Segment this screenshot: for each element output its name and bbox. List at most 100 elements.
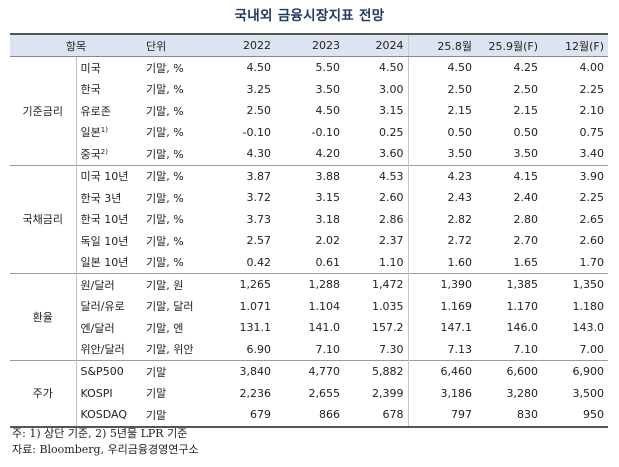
item-text: 미국 10년 bbox=[80, 170, 129, 184]
value-cell: 146.0 bbox=[506, 321, 539, 335]
footnote-note: 주: 1) 상단 기준, 2) 5년물 LPR 기준 bbox=[12, 427, 188, 440]
header-col-2024: 2024 bbox=[344, 33, 408, 57]
item-label: 원/달러 bbox=[76, 273, 142, 296]
value-cell: 2.43 bbox=[407, 187, 476, 209]
value-cell: 2,399 bbox=[372, 386, 404, 400]
value-cell: 157.2 bbox=[372, 321, 404, 335]
value-cell: 3.90 bbox=[542, 164, 608, 187]
unit-label: 기말, % bbox=[146, 213, 184, 227]
value-cell: 3.00 bbox=[379, 82, 404, 96]
value-cell: 0.50 bbox=[407, 121, 476, 143]
value-cell: 1,288 bbox=[275, 273, 344, 296]
value-cell: 1.104 bbox=[308, 299, 341, 313]
table-row: 중국2) 기말, % 4.30 4.20 3.60 3.50 3.50 3.40 bbox=[10, 143, 608, 165]
value-cell: 4.50 bbox=[246, 61, 272, 75]
value-cell: 1.65 bbox=[513, 255, 539, 269]
value-cell: 1,265 bbox=[212, 273, 275, 296]
unit-label: 기말, % bbox=[146, 191, 184, 205]
value-cell: 2,655 bbox=[308, 386, 341, 400]
item-text: KOSPI bbox=[80, 386, 113, 400]
item-text: KOSDAQ bbox=[80, 408, 128, 422]
value-cell: 0.42 bbox=[246, 255, 272, 269]
item-label: S&P500 bbox=[76, 360, 142, 383]
footnote-marker: 1) bbox=[100, 126, 108, 135]
item-text: 원/달러 bbox=[80, 278, 115, 292]
header-col-25-9f: 25.9월(F) bbox=[476, 33, 542, 57]
table-row: 국채금리 미국 10년 기말, % 3.87 3.88 4.53 4.23 4.15 3.90 bbox=[10, 164, 608, 274]
value-cell: 866 bbox=[275, 404, 344, 428]
value-cell: 4.20 bbox=[315, 147, 341, 161]
value-cell: 1,390 bbox=[407, 273, 476, 296]
item-text: 한국 bbox=[80, 83, 101, 97]
value-cell: 3.60 bbox=[379, 147, 404, 161]
item-label: 미국 10년 bbox=[76, 164, 142, 187]
item-label: KOSPI bbox=[76, 383, 142, 405]
value-cell: -0.10 bbox=[311, 125, 340, 139]
item-text: 달러/유로 bbox=[80, 300, 125, 314]
value-cell: 6,900 bbox=[542, 360, 608, 383]
value-cell: 2.40 bbox=[513, 191, 539, 205]
value-cell: 3.40 bbox=[579, 147, 605, 161]
value-cell: 830 bbox=[476, 404, 542, 428]
value-cell: 1,385 bbox=[476, 273, 542, 296]
value-cell: 2.82 bbox=[407, 208, 476, 230]
table-row: 위안/달러 기말, 위안 6.90 7.10 7.30 7.13 7.10 7.00 bbox=[10, 338, 608, 361]
unit-label: 기말, % bbox=[146, 234, 184, 248]
value-cell: 143.0 bbox=[572, 321, 605, 335]
header-unit: 단위 bbox=[142, 33, 212, 57]
item-label: 달러/유로 bbox=[76, 296, 142, 318]
unit-label: 기말 bbox=[142, 360, 212, 383]
value-cell: 2.60 bbox=[379, 191, 404, 205]
item-label: KOSDAQ bbox=[76, 404, 142, 428]
value-cell: 3.87 bbox=[212, 164, 275, 187]
item-label: 한국 10년 bbox=[76, 209, 142, 231]
footnotes: 주: 1) 상단 기준, 2) 5년물 LPR 기준 자료: Bloomberg… bbox=[12, 426, 199, 458]
value-cell: 950 bbox=[542, 404, 608, 428]
value-cell: 6,600 bbox=[476, 360, 542, 383]
item-text: 미국 bbox=[80, 61, 101, 75]
value-cell: 1,472 bbox=[344, 273, 408, 296]
value-cell: 6.90 bbox=[246, 342, 272, 356]
footnote-marker: 2) bbox=[100, 147, 108, 156]
item-text: 위안/달러 bbox=[80, 343, 125, 357]
value-cell: 2.65 bbox=[579, 212, 605, 226]
value-cell: 4.50 bbox=[407, 56, 476, 79]
unit-label: 기말, % bbox=[142, 164, 212, 187]
table-row: KOSDAQ 기말 679 866 678 797 830 950 bbox=[10, 404, 608, 428]
table-body: 기준금리 미국 기말, % 4.50 5.50 4.50 4.50 4.25 4.00 한국 기말,… bbox=[10, 56, 608, 428]
value-cell: 3.88 bbox=[275, 164, 344, 187]
item-label: 미국 bbox=[76, 57, 142, 79]
value-cell: 7.30 bbox=[379, 342, 404, 356]
value-cell: 3.18 bbox=[315, 212, 341, 226]
table-row: 독일 10년 기말, % 2.57 2.02 2.37 2.72 2.70 2.60 bbox=[10, 230, 608, 252]
table-row: KOSPI 기말 2,236 2,655 2,399 3,186 3,280 3,500 bbox=[10, 382, 608, 405]
value-cell: 4.50 bbox=[315, 104, 341, 118]
value-cell: 7.00 bbox=[579, 342, 605, 356]
value-cell: 1.071 bbox=[239, 299, 272, 313]
value-cell: 0.75 bbox=[579, 125, 605, 139]
unit-label: 기말, 원 bbox=[142, 273, 212, 296]
unit-label: 기말, % bbox=[146, 104, 184, 118]
header-col-2022: 2022 bbox=[212, 33, 275, 57]
value-cell: 2.70 bbox=[513, 234, 539, 248]
table-row: 한국 3년 기말, % 3.72 3.15 2.60 2.43 2.40 2.25 bbox=[10, 187, 608, 209]
unit-label: 기말, 달러 bbox=[146, 300, 194, 314]
value-cell: 3.15 bbox=[315, 191, 341, 205]
value-cell: 2.02 bbox=[315, 234, 341, 248]
item-label: 엔/달러 bbox=[76, 317, 142, 339]
unit-label: 기말, % bbox=[146, 147, 184, 161]
value-cell: 4.25 bbox=[513, 61, 539, 75]
table-row: 유로존 기말, % 2.50 4.50 3.15 2.15 2.15 2.10 bbox=[10, 100, 608, 122]
value-cell: 2.10 bbox=[579, 104, 605, 118]
value-cell: 2.50 bbox=[407, 78, 476, 100]
value-cell: 3,186 bbox=[407, 382, 476, 404]
value-cell: 7.10 bbox=[513, 342, 539, 356]
table-title: 국내외 금융시장지표 전망 bbox=[234, 8, 385, 24]
value-cell: 2.60 bbox=[579, 234, 605, 248]
value-cell: 2.25 bbox=[579, 191, 605, 205]
unit-label: 기말 bbox=[142, 404, 212, 428]
value-cell: 4.23 bbox=[407, 164, 476, 187]
header-col-2023: 2023 bbox=[275, 33, 344, 57]
value-cell: 3,500 bbox=[572, 386, 605, 400]
value-cell: 1.180 bbox=[572, 299, 605, 313]
